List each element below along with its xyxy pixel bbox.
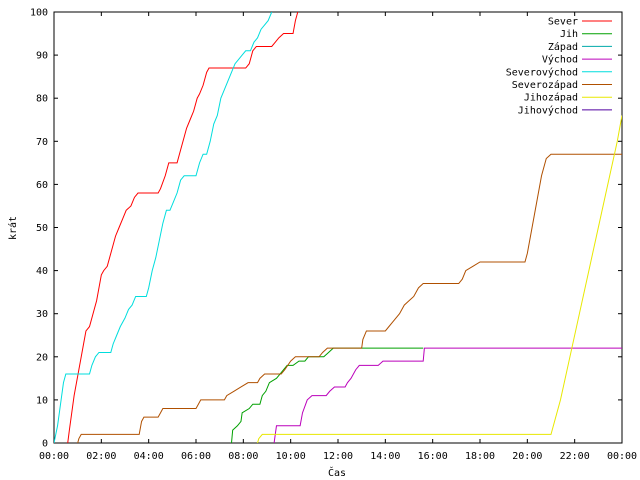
x-tick-label: 20:00 <box>512 451 542 462</box>
legend-label-jihovychod: Jihovýchod <box>518 104 578 116</box>
y-tick-label: 30 <box>36 309 48 320</box>
series-line-jih <box>231 347 424 443</box>
x-tick-label: 08:00 <box>228 451 258 462</box>
y-tick-label: 40 <box>36 266 48 277</box>
x-tick-label: 02:00 <box>86 451 116 462</box>
legend-label-sever: Sever <box>548 17 578 28</box>
series-line-severozapad <box>77 153 622 443</box>
y-tick-label: 90 <box>36 51 48 62</box>
x-tick-label: 16:00 <box>418 451 448 462</box>
legend-label-jihozapad: Jihozápad <box>524 92 578 104</box>
x-tick-label: 00:00 <box>607 451 637 462</box>
legend-label-severozapad: Severozápad <box>512 79 578 91</box>
x-tick-label: 06:00 <box>181 451 211 462</box>
x-tick-label: 18:00 <box>465 451 495 462</box>
y-tick-label: 60 <box>36 180 48 191</box>
x-tick-label: 04:00 <box>134 451 164 462</box>
y-tick-label: 0 <box>42 439 48 450</box>
y-axis: 0 10 20 30 40 50 60 70 80 90 100 <box>30 8 622 450</box>
y-tick-label: 10 <box>36 395 48 406</box>
y-tick-label: 80 <box>36 94 48 105</box>
y-tick-label: 100 <box>30 8 48 19</box>
series-line-vychod <box>273 347 622 443</box>
x-tick-label: 00:00 <box>39 451 69 462</box>
series-line-sever <box>67 12 299 443</box>
legend-label-severovychod: Severovýchod <box>506 66 578 78</box>
legend-label-zapad: Západ <box>548 41 578 53</box>
y-axis-label: krát <box>7 216 19 240</box>
legend-label-vychod: Východ <box>542 54 578 66</box>
x-axis: 00:00 02:00 04:00 06:00 08:00 10:00 12:00 14:00… <box>39 12 637 462</box>
series-group <box>54 12 622 443</box>
legend: SeverJihZápadVýchodSeverovýchodSeverozáp… <box>506 17 612 116</box>
x-tick-label: 14:00 <box>370 451 400 462</box>
x-axis-label: Čas <box>328 466 346 479</box>
x-tick-label: 10:00 <box>276 451 306 462</box>
series-line-jihozapad <box>257 115 622 443</box>
y-tick-label: 50 <box>36 223 48 234</box>
y-tick-label: 70 <box>36 137 48 148</box>
x-tick-label: 22:00 <box>560 451 590 462</box>
legend-label-jih: Jih <box>560 29 578 40</box>
series-line-severovychod <box>54 12 273 443</box>
y-tick-label: 20 <box>36 352 48 363</box>
x-tick-label: 12:00 <box>323 451 353 462</box>
